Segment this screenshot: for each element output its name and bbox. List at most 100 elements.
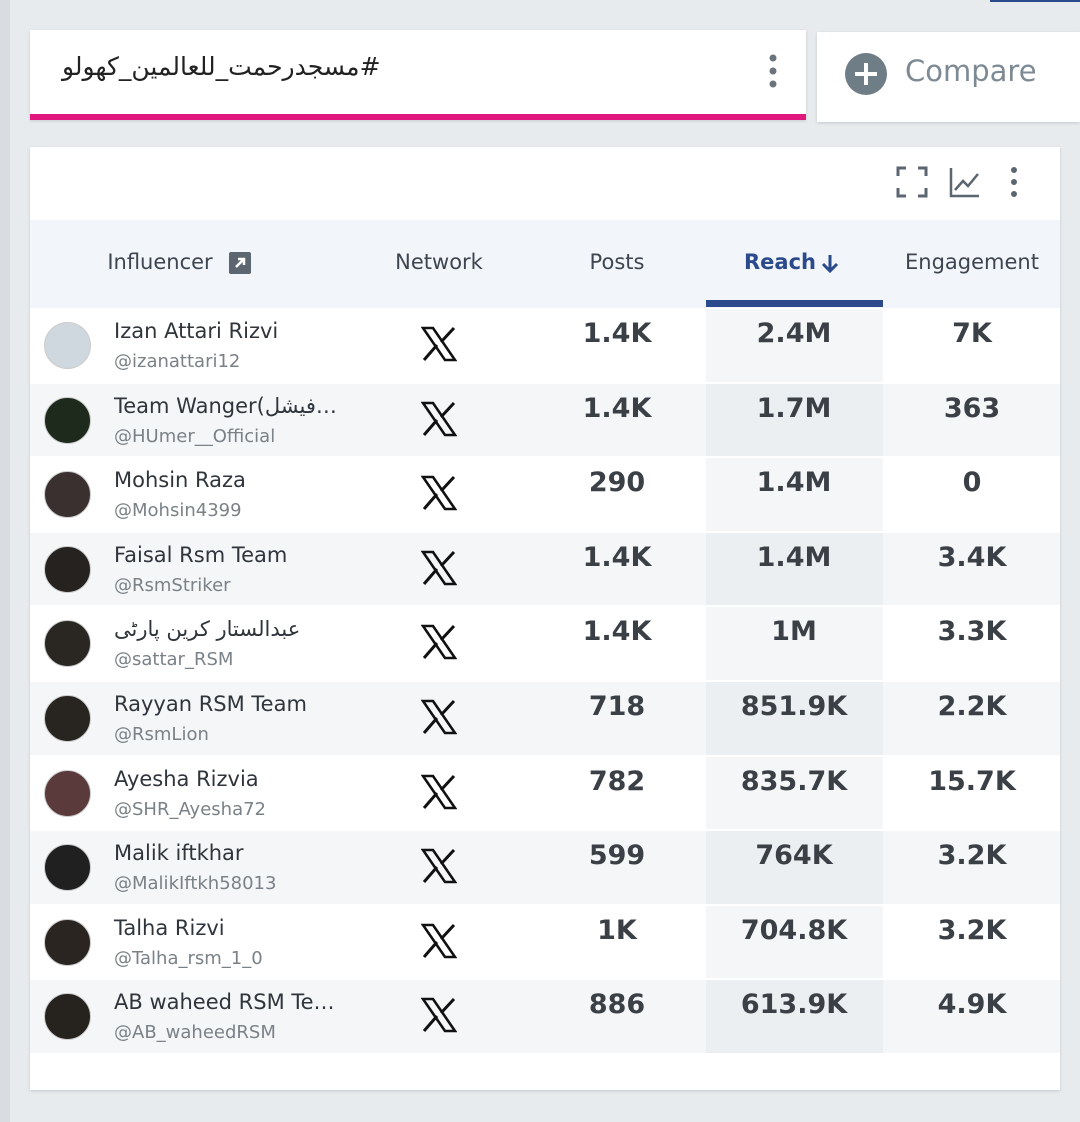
reach-column-cell	[706, 532, 883, 606]
engagement-value: 2.2K	[937, 691, 1007, 722]
row-background[interactable]	[30, 756, 1060, 830]
influencer-name[interactable]: Mohsin Raza	[114, 468, 246, 493]
influencer-name[interactable]: Team Wanger(فیشل…	[114, 393, 337, 418]
reach-value: 2.4M	[756, 318, 832, 349]
posts-value: 1.4K	[582, 616, 652, 648]
network-x-icon	[421, 923, 457, 959]
avatar	[44, 769, 91, 817]
influencer-handle: @Talha_rsm_1_0	[114, 947, 263, 969]
network-x-icon	[421, 774, 457, 809]
hashtag: #مسجدرحمت_للعالمین_کھولو	[62, 52, 381, 81]
row-background[interactable]	[30, 607, 1060, 680]
reach-value: 835.7K	[740, 765, 848, 797]
avatar	[44, 471, 91, 519]
influencer-name[interactable]: Malik iftkhar	[114, 841, 244, 866]
influencer-handle: @HUmer__Official	[114, 425, 276, 447]
header-posts[interactable]: Posts	[589, 250, 645, 274]
chart-icon[interactable]	[949, 166, 981, 198]
influencer-name[interactable]: عبدالستار کرین پارٹی	[114, 617, 301, 642]
posts-value: 718	[588, 691, 646, 722]
posts-value: 886	[588, 989, 646, 1021]
reach-column-cell	[706, 383, 883, 457]
kebab-menu[interactable]	[765, 52, 781, 92]
influencer-handle: @MalikIftkh58013	[114, 873, 277, 895]
engagement-value: 3.2K	[937, 840, 1007, 872]
engagement-value: 3.2K	[937, 914, 1007, 946]
network-x-icon	[421, 848, 457, 884]
engagement-value: 0	[962, 467, 982, 499]
network-x-icon	[421, 401, 457, 436]
sort-arrow	[821, 255, 839, 274]
influencer-name[interactable]: Talha Rizvi	[114, 915, 225, 940]
row-background[interactable]	[30, 458, 1060, 531]
avatar	[44, 844, 91, 892]
reach-value: 1M	[771, 616, 817, 648]
influencer-handle: @Mohsin4399	[114, 500, 242, 522]
card-menu[interactable]	[1007, 165, 1021, 199]
influencer-name[interactable]: Rayyan RSM Team	[114, 692, 307, 716]
reach-value: 764K	[755, 840, 833, 872]
influencer-handle: @sattar_RSM	[114, 649, 234, 671]
external-link-icon[interactable]	[229, 252, 251, 274]
header-influencer[interactable]: Influencer	[107, 250, 213, 274]
avatar	[44, 322, 91, 369]
influencer-name[interactable]: Izan Attari Rizvi	[114, 319, 279, 343]
influencer-name[interactable]: AB waheed RSM Te…	[114, 990, 335, 1015]
plus-icon	[845, 53, 887, 95]
header-network[interactable]: Network	[395, 250, 483, 274]
avatar	[44, 993, 91, 1041]
reach-value: 704.8K	[740, 914, 848, 946]
table-header	[30, 220, 1060, 308]
row-background[interactable]	[30, 383, 1060, 457]
reach-column-cell	[706, 756, 883, 830]
row-background[interactable]	[30, 309, 1060, 382]
posts-value: 599	[588, 840, 646, 872]
row-background[interactable]	[30, 682, 1060, 755]
avatar	[44, 695, 91, 742]
fullscreen-icon[interactable]	[896, 166, 928, 198]
reach-column-cell	[706, 607, 883, 680]
avatar	[44, 918, 91, 966]
search-card[interactable]: #مسجدرحمت_للعالمین_کھولو	[30, 30, 806, 120]
row-background[interactable]	[30, 980, 1060, 1053]
influencer-handle: @SHR_Ayesha72	[114, 798, 267, 820]
engagement-value: 15.7K	[928, 765, 1016, 797]
compare-button[interactable]: Compare	[817, 32, 1080, 122]
influencer-name[interactable]: Ayesha Rizvia	[114, 766, 259, 791]
posts-value: 1.4K	[582, 392, 652, 424]
header-engagement[interactable]: Engagement	[905, 250, 1039, 274]
reach-value: 613.9K	[740, 989, 848, 1021]
compare-label: Compare	[905, 54, 1037, 88]
side-strip	[0, 0, 10, 1122]
influencer-handle: @RsmStriker	[114, 574, 231, 596]
reach-column-cell	[706, 831, 883, 904]
posts-value: 1.4K	[582, 541, 652, 573]
reach-value: 1.7M	[756, 392, 832, 424]
network-x-icon	[421, 625, 457, 660]
avatar	[44, 620, 91, 668]
engagement-value: 3.4K	[937, 541, 1007, 573]
header-reach[interactable]: Reach	[744, 250, 816, 274]
engagement-value: 363	[943, 392, 1001, 424]
influencer-handle: @AB_waheedRSM	[114, 1022, 276, 1044]
reach-value: 1.4M	[756, 467, 832, 499]
network-x-icon	[421, 475, 457, 511]
influencer-handle: @RsmLion	[114, 724, 209, 745]
network-x-icon	[421, 998, 457, 1033]
reach-column-cell	[706, 905, 883, 979]
network-x-icon	[421, 550, 457, 586]
reach-column-cell	[706, 980, 883, 1053]
influencer-name[interactable]: Faisal Rsm Team	[114, 542, 288, 567]
avatar	[44, 396, 91, 444]
row-background[interactable]	[30, 532, 1060, 606]
row-background[interactable]	[30, 831, 1060, 904]
influencer-handle: @izanattari12	[114, 351, 241, 372]
engagement-value: 7K	[952, 318, 992, 349]
reach-column-cell	[706, 309, 883, 382]
reach-value: 1.4M	[756, 541, 832, 573]
reach-column-cell	[706, 682, 883, 755]
sort-underline	[706, 300, 883, 307]
row-background[interactable]	[30, 905, 1060, 979]
engagement-value: 4.9K	[937, 989, 1007, 1021]
